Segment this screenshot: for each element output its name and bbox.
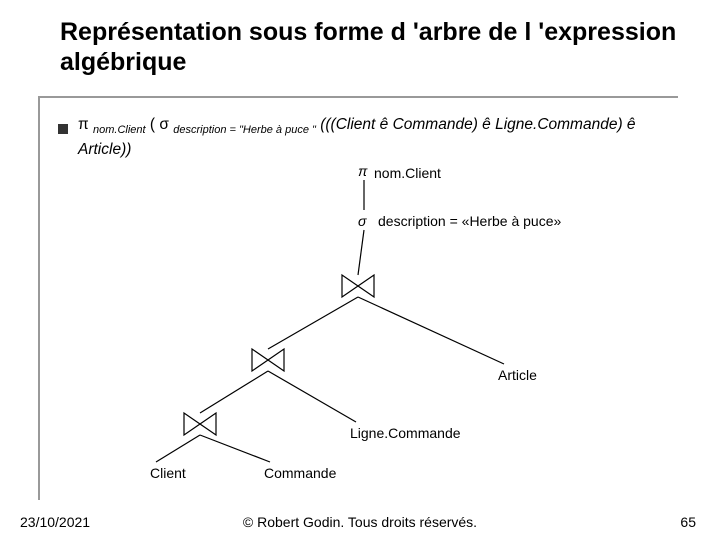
title-wrap: Représentation sous forme d 'arbre de l …: [0, 0, 720, 81]
svg-text:Client: Client: [150, 465, 186, 481]
page-title: Représentation sous forme d 'arbre de l …: [60, 18, 686, 77]
bullet-icon: [58, 124, 68, 134]
join-clause: (((Client ê Commande) ê Ligne.Commande) …: [320, 116, 635, 133]
svg-text:π: π: [358, 163, 368, 179]
svg-text:Article: Article: [498, 367, 537, 383]
pi-symbol: π: [78, 116, 89, 133]
footer-copyright: © Robert Godin. Tous droits réservés.: [0, 514, 720, 530]
paren-open: (: [150, 116, 155, 133]
expression-line2: Article)): [78, 141, 131, 158]
svg-text:description = «Herbe à puce»: description = «Herbe à puce»: [378, 213, 561, 229]
expression-text: π nom.Client ( σ description = "Herbe à …: [78, 114, 690, 162]
pi-subscript: nom.Client: [93, 124, 146, 136]
svg-text:Commande: Commande: [264, 465, 337, 481]
divider-top: [38, 96, 678, 98]
footer-page-number: 65: [680, 514, 696, 530]
svg-text:σ: σ: [358, 213, 367, 229]
svg-text:nom.Client: nom.Client: [374, 165, 441, 181]
tree-diagram: π nom.Client σ description = «Herbe à puce»…: [114, 162, 654, 482]
slide: Représentation sous forme d 'arbre de l …: [0, 0, 720, 540]
sigma-symbol: σ: [159, 116, 169, 133]
svg-text:Ligne.Commande: Ligne.Commande: [350, 425, 461, 441]
divider-left: [38, 96, 40, 500]
sigma-subscript: description = "Herbe à puce ": [173, 124, 316, 136]
